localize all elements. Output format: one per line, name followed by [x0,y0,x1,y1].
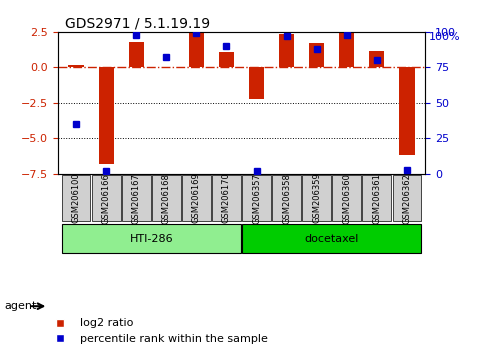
Text: GSM206166: GSM206166 [101,173,111,223]
Text: 100%: 100% [429,32,461,42]
Text: docetaxel: docetaxel [305,234,359,244]
Text: GSM206358: GSM206358 [282,173,291,223]
Text: GSM206168: GSM206168 [162,173,171,223]
Text: GSM206362: GSM206362 [402,173,412,223]
Legend: log2 ratio, percentile rank within the sample: log2 ratio, percentile rank within the s… [44,314,272,348]
Bar [99,67,114,164]
Bar [128,42,144,67]
FancyBboxPatch shape [272,175,301,222]
Bar [219,52,234,67]
Bar [69,65,84,67]
Text: GSM206169: GSM206169 [192,173,201,223]
Text: agent: agent [5,301,37,311]
Bar [249,67,264,98]
Text: GSM206167: GSM206167 [132,173,141,223]
FancyBboxPatch shape [362,175,391,222]
FancyBboxPatch shape [332,175,361,222]
FancyBboxPatch shape [242,224,422,253]
FancyBboxPatch shape [393,175,422,222]
FancyBboxPatch shape [242,175,271,222]
Bar [279,34,294,67]
FancyBboxPatch shape [212,175,241,222]
FancyBboxPatch shape [61,224,241,253]
FancyBboxPatch shape [61,175,90,222]
Text: GSM206357: GSM206357 [252,173,261,223]
Text: GDS2971 / 5.1.19.19: GDS2971 / 5.1.19.19 [65,17,211,31]
FancyBboxPatch shape [182,175,211,222]
Bar [309,43,324,67]
Text: GSM206170: GSM206170 [222,173,231,223]
FancyBboxPatch shape [122,175,151,222]
Bar [189,33,204,67]
FancyBboxPatch shape [152,175,181,222]
Bar [399,67,414,155]
Text: GSM206360: GSM206360 [342,173,351,223]
Text: GSM206361: GSM206361 [372,173,382,223]
Text: HTI-286: HTI-286 [129,234,173,244]
Bar [339,33,355,67]
Text: GSM206359: GSM206359 [312,173,321,223]
FancyBboxPatch shape [302,175,331,222]
Text: GSM206100: GSM206100 [71,173,81,223]
FancyBboxPatch shape [92,175,121,222]
Bar [369,51,384,67]
